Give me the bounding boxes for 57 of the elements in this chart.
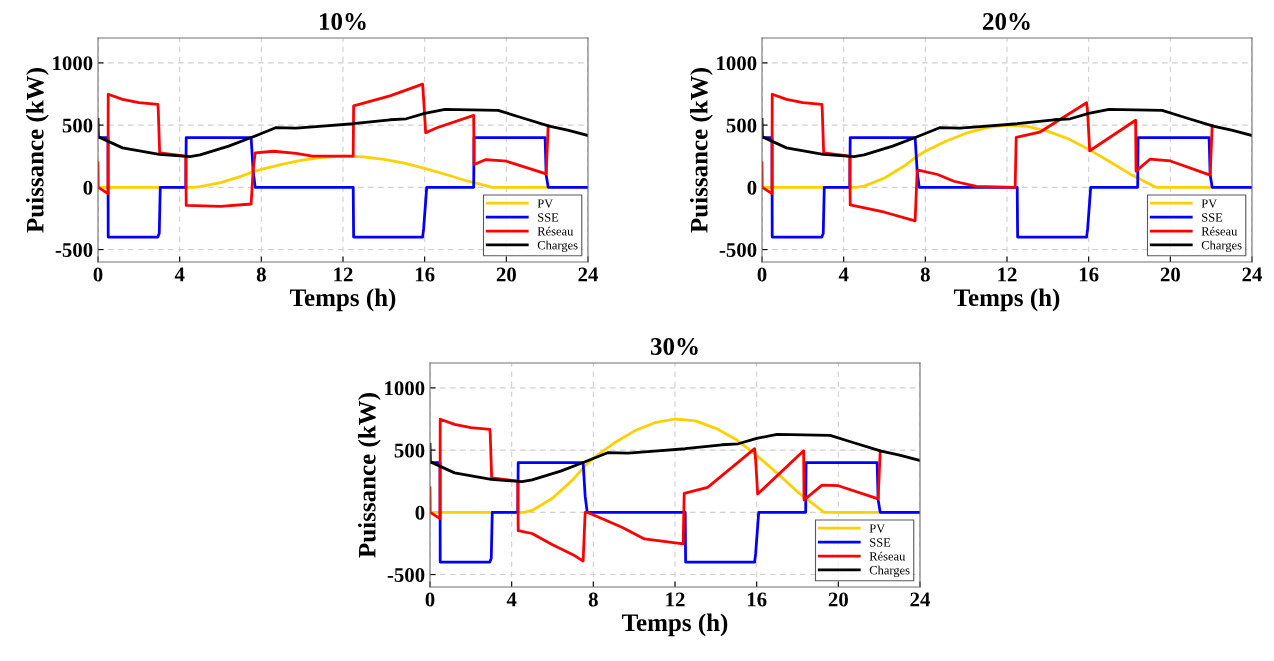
x-tick-label: 24 <box>578 267 599 282</box>
line-series <box>762 107 1252 158</box>
x-tick-label: 8 <box>588 592 598 607</box>
x-tick-label: 16 <box>415 267 435 282</box>
y-tick-label: 1000 <box>385 381 425 396</box>
legend-label: Charges <box>869 565 910 577</box>
legend-label: Charges <box>1201 240 1242 252</box>
x-tick-label: 0 <box>425 592 435 607</box>
chart-title: 30% <box>650 338 698 355</box>
y-tick-label: 1000 <box>717 56 757 71</box>
y-axis-title: Puissance (kW) <box>690 68 713 233</box>
x-tick-label: 8 <box>256 267 266 282</box>
legend-label: Réseau <box>1201 226 1238 236</box>
chart-title: 10% <box>320 13 366 30</box>
x-tick-label: 4 <box>506 592 517 607</box>
y-tick-label: -500 <box>55 242 93 257</box>
y-tick-label: 500 <box>62 118 93 133</box>
x-tick-label: 20 <box>1160 267 1180 282</box>
legend-label: Charges <box>537 240 578 252</box>
x-tick-label: 4 <box>838 267 849 282</box>
y-tick-label: 1000 <box>53 56 93 71</box>
y-tick-label: 0 <box>83 180 93 195</box>
y-axis-title: Puissance (kW) <box>358 393 381 558</box>
x-tick-label: 0 <box>93 267 103 282</box>
x-tick-label: 16 <box>1079 267 1099 282</box>
legend-label: PV <box>537 199 554 208</box>
line-series <box>98 107 588 158</box>
y-tick-label: 0 <box>747 180 757 195</box>
legend-label: PV <box>1201 199 1218 208</box>
x-tick-label: 20 <box>828 592 848 607</box>
y-tick-label: 500 <box>394 443 425 458</box>
legend-label: Réseau <box>537 226 574 236</box>
y-axis-title: Puissance (kW) <box>26 68 49 233</box>
x-tick-label: 12 <box>998 267 1017 282</box>
chart-title: 20% <box>983 13 1030 30</box>
legend-label: SSE <box>538 213 559 222</box>
y-tick-label: -500 <box>387 567 425 582</box>
y-tick-label: 500 <box>726 118 757 133</box>
x-axis-title: Temps (h) <box>622 613 728 637</box>
y-tick-label: 0 <box>415 505 425 520</box>
x-tick-label: 16 <box>747 592 767 607</box>
legend-label: PV <box>869 524 886 533</box>
x-axis-title: Temps (h) <box>290 288 396 312</box>
y-tick-label: -500 <box>719 242 757 257</box>
x-axis-title: Temps (h) <box>954 288 1060 312</box>
x-tick-label: 24 <box>1242 267 1263 282</box>
x-tick-label: 24 <box>910 592 931 607</box>
legend-label: SSE <box>870 538 891 547</box>
line-series <box>430 432 920 483</box>
x-tick-label: 0 <box>757 267 767 282</box>
x-tick-label: 4 <box>174 267 185 282</box>
legend-label: Réseau <box>869 551 906 561</box>
x-tick-label: 8 <box>920 267 930 282</box>
x-tick-label: 12 <box>334 267 353 282</box>
legend-label: SSE <box>1202 213 1223 222</box>
x-tick-label: 20 <box>496 267 516 282</box>
x-tick-label: 12 <box>666 592 685 607</box>
